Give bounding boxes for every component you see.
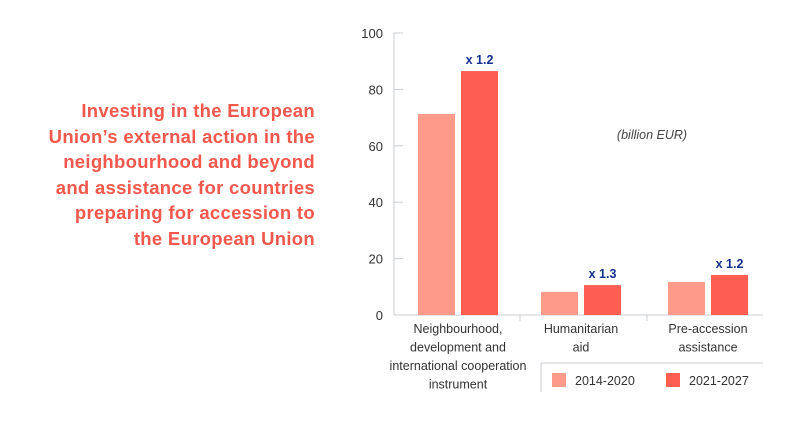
y-tick-label: 80 — [369, 82, 383, 97]
title-line: neighbourhood and beyond — [63, 151, 315, 173]
category-label: international cooperation — [390, 359, 527, 373]
growth-multiplier-label: x 1.2 — [716, 257, 744, 271]
title-line: preparing for accession to — [74, 202, 315, 224]
legend-label: 2014-2020 — [575, 374, 635, 388]
legend-swatch — [666, 373, 680, 387]
category-label: aid — [573, 341, 590, 355]
bar-2014-2020 — [668, 282, 705, 315]
growth-multiplier-label: x 1.2 — [466, 53, 494, 67]
title-line: the European Union — [133, 227, 315, 249]
bar-2021-2027 — [461, 71, 498, 315]
category-label: Neighbourhood, — [414, 322, 503, 336]
category-label: Pre-accession — [668, 322, 747, 336]
bar-2021-2027 — [584, 285, 621, 315]
growth-multiplier-label: x 1.3 — [589, 267, 617, 281]
legend-swatch — [552, 373, 566, 387]
y-tick-label: 40 — [369, 195, 383, 210]
y-tick-label: 100 — [361, 26, 383, 41]
title-line: Investing in the European — [81, 100, 315, 121]
y-tick-label: 0 — [376, 308, 383, 323]
y-tick-label: 20 — [369, 252, 383, 267]
bar-2014-2020 — [541, 291, 578, 315]
category-label: assistance — [678, 341, 737, 355]
unit-note: (billion EUR) — [617, 128, 687, 142]
category-label: development and — [410, 341, 506, 355]
bar-2021-2027 — [711, 274, 748, 315]
title-line: Union’s external action in the — [48, 125, 315, 147]
category-label: instrument — [429, 378, 488, 392]
title-line: and assistance for countries — [55, 176, 315, 198]
bar-2014-2020 — [418, 113, 455, 316]
chart-title: Investing in the European Union’s extern… — [49, 98, 315, 252]
y-tick-label: 60 — [369, 139, 383, 154]
category-label: Humanitarian — [544, 322, 618, 336]
legend-label: 2021-2027 — [689, 374, 749, 388]
